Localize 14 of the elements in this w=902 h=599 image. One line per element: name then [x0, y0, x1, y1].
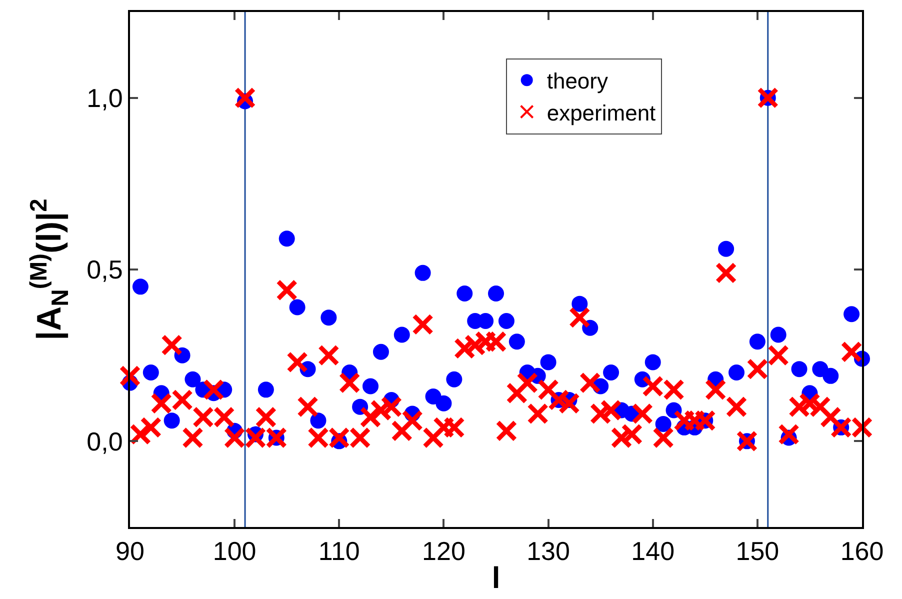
x-axis-title: l: [492, 562, 500, 596]
legend-label: experiment: [546, 100, 656, 126]
y-tick-label: 1,0: [86, 82, 123, 113]
legend-label: theory: [546, 68, 608, 94]
x-tick-label: 150: [736, 536, 780, 566]
y-tick-label: 0,5: [86, 254, 123, 285]
y-tick-label: 0,0: [86, 426, 123, 456]
x-tick-label: 130: [526, 536, 570, 566]
x-tick-label: 110: [318, 536, 360, 566]
x-tick-label: 100: [212, 536, 256, 566]
x-tick-label: 90: [116, 536, 144, 566]
x-tick-label: 140: [631, 536, 675, 566]
x-tick-label: 160: [840, 536, 884, 566]
x-tick-label: 120: [422, 536, 466, 566]
